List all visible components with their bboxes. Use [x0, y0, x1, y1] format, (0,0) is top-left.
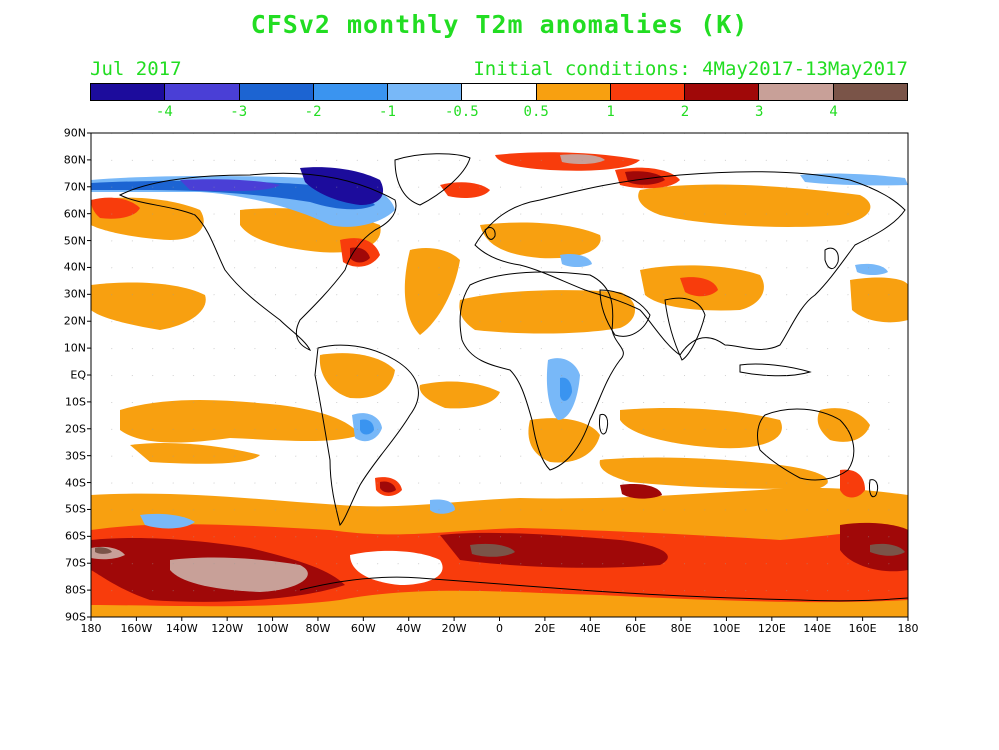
initial-conditions-label: Initial conditions: 4May2017-13May2017 — [473, 58, 908, 80]
latitude-label: 10N — [63, 341, 86, 355]
longitude-label: 60E — [625, 622, 647, 635]
colorbar-legend — [90, 83, 908, 101]
colorbar-cell — [462, 84, 537, 100]
colorbar-cell — [685, 84, 760, 100]
latitude-label: 90N — [63, 126, 86, 140]
latitude-label: 20S — [65, 422, 86, 436]
colorbar-cell — [388, 84, 463, 100]
colorbar-tick-label: 2 — [680, 104, 690, 120]
colorbar-cell — [536, 84, 611, 100]
longitude-label: 120W — [211, 622, 244, 635]
latitude-label: 80S — [65, 583, 86, 597]
colorbar-tick-label: 4 — [829, 104, 838, 120]
longitude-label: 160W — [120, 622, 153, 635]
colorbar-cell — [91, 84, 166, 100]
latitude-label: 30S — [65, 449, 86, 463]
colorbar-tick-label: 3 — [755, 104, 764, 120]
latitude-label: 70S — [65, 556, 86, 570]
colorbar-cell — [833, 84, 907, 100]
axis-ticks — [87, 132, 909, 621]
colorbar-cell — [165, 84, 240, 100]
longitude-label: 180 — [897, 622, 919, 635]
latitude-label: 40N — [63, 260, 86, 274]
longitude-label: 120E — [757, 622, 786, 635]
latitude-label: 10S — [65, 395, 86, 409]
colorbar-cell — [313, 84, 389, 100]
valid-month-label: Jul 2017 — [90, 58, 182, 80]
map-title: CFSv2 monthly T2m anomalies (K) — [250, 10, 749, 39]
longitude-label: 140W — [165, 622, 198, 635]
colorbar-tick-label: -1 — [379, 104, 396, 120]
longitude-label: 140E — [803, 622, 832, 635]
latitude-label: 60S — [65, 529, 86, 543]
longitude-label: 0 — [496, 622, 503, 635]
latitude-label: 80N — [63, 153, 86, 167]
colorbar-tick-label: 1 — [606, 104, 615, 120]
colorbar-tick-label: -2 — [304, 104, 322, 120]
latitude-label: 30N — [63, 287, 86, 301]
colorbar-tick-label: 0.5 — [523, 104, 549, 120]
longitude-label: 40W — [396, 622, 422, 635]
graticule — [91, 133, 908, 617]
colorbar-cell — [759, 84, 834, 100]
colorbar-tick-label: -3 — [230, 104, 248, 120]
latitude-label: 40S — [65, 476, 86, 490]
longitude-label: 180 — [80, 622, 102, 635]
longitude-label: 60W — [350, 622, 376, 635]
latitude-label: 20N — [63, 314, 86, 328]
colorbar-cell — [239, 84, 314, 100]
latitude-label: 60N — [63, 207, 86, 221]
latitude-label: EQ — [70, 368, 86, 382]
colorbar-cell — [610, 84, 686, 100]
colorbar-tick-label: -0.5 — [444, 104, 479, 120]
longitude-label: 20E — [534, 622, 556, 635]
longitude-label: 20W — [441, 622, 467, 635]
latitude-label: 50S — [65, 502, 86, 516]
longitude-label: 80W — [305, 622, 331, 635]
latitude-label: 70N — [63, 180, 86, 194]
longitude-label: 100W — [256, 622, 289, 635]
colorbar-tick-label: -4 — [155, 104, 173, 120]
latitude-label: 50N — [63, 234, 86, 248]
longitude-label: 80E — [670, 622, 692, 635]
longitude-label: 160E — [848, 622, 877, 635]
latitude-label: 90S — [65, 610, 86, 624]
longitude-label: 100E — [712, 622, 741, 635]
longitude-label: 40E — [579, 622, 601, 635]
